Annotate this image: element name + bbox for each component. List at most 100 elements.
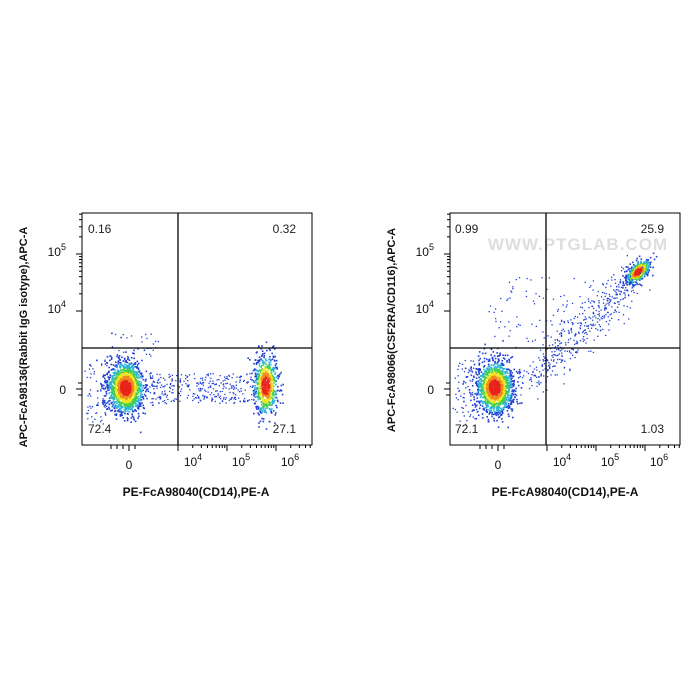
event-dot — [121, 356, 123, 359]
event-dot — [107, 386, 110, 389]
event-dot — [504, 354, 507, 357]
event-dot — [261, 362, 264, 364]
event-dot — [483, 407, 485, 410]
event-dot — [112, 385, 114, 387]
event-dot — [256, 378, 258, 380]
event-dot — [502, 363, 504, 366]
event-dot — [240, 375, 242, 377]
event-dot — [499, 371, 502, 374]
event-dot — [507, 386, 509, 388]
event-dot — [115, 414, 118, 417]
event-dot — [641, 269, 644, 271]
event-dot — [483, 357, 486, 360]
event-dot — [209, 373, 212, 375]
event-dot — [646, 270, 649, 272]
event-dot — [132, 416, 135, 419]
event-dot — [501, 366, 503, 369]
event-dot — [490, 393, 492, 395]
event-dot — [607, 302, 609, 304]
event-dot — [503, 391, 505, 393]
event-dot — [259, 378, 262, 380]
event-dot — [511, 389, 514, 392]
event-dot — [648, 270, 650, 272]
event-dot — [540, 373, 542, 375]
event-dot — [490, 367, 493, 369]
event-dot — [128, 408, 130, 410]
event-dot — [110, 394, 113, 397]
event-dot — [225, 387, 227, 389]
event-dot — [591, 324, 593, 326]
event-dot — [121, 394, 124, 396]
event-dot — [257, 393, 260, 396]
event-dot — [539, 349, 542, 351]
event-dot — [276, 406, 278, 409]
event-dot — [126, 386, 129, 388]
event-dot — [96, 412, 98, 414]
event-dot — [528, 387, 531, 390]
event-dot — [268, 404, 271, 406]
event-dot — [102, 400, 105, 402]
event-dot — [125, 398, 127, 400]
event-dot — [538, 383, 540, 386]
event-dot — [254, 392, 257, 394]
event-dot — [179, 395, 182, 397]
event-dot — [257, 361, 259, 364]
event-dot — [643, 272, 645, 274]
event-dot — [233, 385, 235, 388]
event-dot — [260, 403, 263, 406]
event-dot — [136, 406, 139, 409]
event-dot — [628, 274, 630, 276]
event-dot — [210, 386, 212, 388]
event-dot — [634, 281, 637, 283]
event-dot — [475, 380, 478, 383]
event-dot — [121, 396, 124, 398]
event-dot — [124, 358, 126, 360]
event-dot — [607, 316, 609, 318]
event-dot — [96, 404, 99, 406]
event-dot — [151, 384, 153, 387]
event-dot — [115, 397, 117, 400]
event-dot — [202, 384, 204, 386]
event-dot — [121, 386, 124, 388]
event-dot — [486, 402, 489, 404]
event-dot — [633, 292, 635, 294]
event-dot — [627, 281, 630, 283]
event-dot — [269, 361, 272, 363]
event-dot — [538, 357, 540, 359]
right-y-axis-label: APC-FcA98066(CSF2RA/CD116),APC-A — [386, 228, 398, 432]
event-dot — [627, 268, 630, 271]
event-dot — [255, 400, 257, 403]
event-dot — [267, 399, 270, 401]
event-dot — [261, 368, 263, 370]
event-dot — [624, 292, 626, 294]
event-dot — [493, 420, 496, 422]
event-dot — [261, 410, 263, 412]
event-dot — [554, 354, 556, 356]
event-dot — [258, 345, 260, 348]
event-dot — [572, 323, 574, 326]
event-dot — [138, 371, 141, 373]
event-dot — [90, 407, 92, 409]
left-x-tick-label: 106 — [281, 452, 299, 469]
event-dot — [111, 381, 113, 383]
event-dot — [489, 407, 492, 409]
event-dot — [633, 284, 635, 286]
event-dot — [159, 398, 161, 400]
event-dot — [274, 390, 276, 393]
event-dot — [122, 406, 124, 408]
event-dot — [552, 344, 554, 346]
event-dot — [125, 383, 128, 385]
event-dot — [628, 318, 630, 320]
event-dot — [137, 348, 139, 350]
event-dot — [260, 407, 262, 409]
event-dot — [500, 397, 502, 399]
event-dot — [135, 394, 137, 397]
event-dot — [253, 399, 255, 401]
event-dot — [137, 396, 140, 398]
event-dot — [153, 385, 155, 387]
event-dot — [104, 363, 106, 365]
event-dot — [567, 330, 570, 332]
event-dot — [471, 385, 474, 387]
event-dot — [620, 291, 623, 293]
event-dot — [502, 392, 504, 394]
